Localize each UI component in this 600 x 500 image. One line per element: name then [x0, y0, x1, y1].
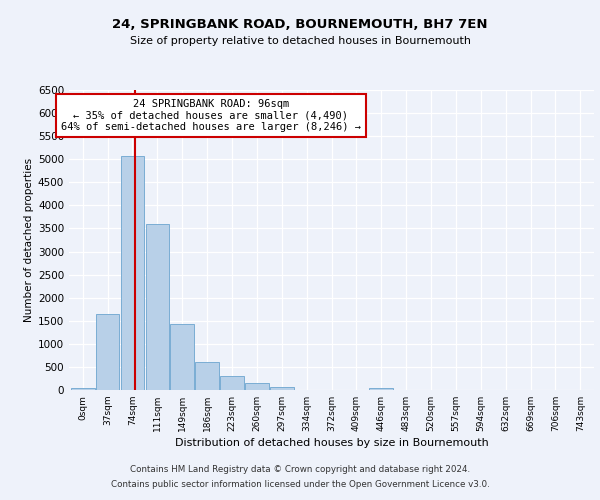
Bar — [270, 387, 293, 390]
Bar — [146, 224, 169, 390]
Text: Size of property relative to detached houses in Bournemouth: Size of property relative to detached ho… — [130, 36, 470, 46]
Bar — [220, 376, 244, 390]
Bar — [370, 388, 393, 390]
Text: 24 SPRINGBANK ROAD: 96sqm
← 35% of detached houses are smaller (4,490)
64% of se: 24 SPRINGBANK ROAD: 96sqm ← 35% of detac… — [61, 99, 361, 132]
Text: 24, SPRINGBANK ROAD, BOURNEMOUTH, BH7 7EN: 24, SPRINGBANK ROAD, BOURNEMOUTH, BH7 7E… — [112, 18, 488, 30]
Text: Contains public sector information licensed under the Open Government Licence v3: Contains public sector information licen… — [110, 480, 490, 489]
Bar — [121, 156, 144, 390]
Bar — [245, 384, 269, 390]
X-axis label: Distribution of detached houses by size in Bournemouth: Distribution of detached houses by size … — [175, 438, 488, 448]
Bar — [71, 388, 95, 390]
Bar — [96, 314, 119, 390]
Bar — [195, 362, 219, 390]
Y-axis label: Number of detached properties: Number of detached properties — [24, 158, 34, 322]
Bar — [170, 324, 194, 390]
Text: Contains HM Land Registry data © Crown copyright and database right 2024.: Contains HM Land Registry data © Crown c… — [130, 465, 470, 474]
